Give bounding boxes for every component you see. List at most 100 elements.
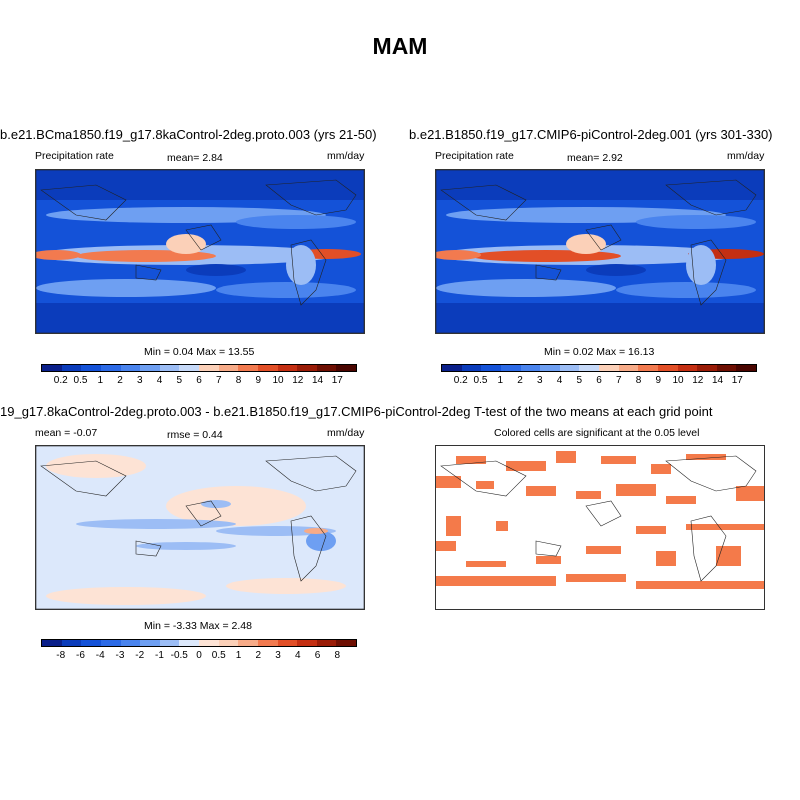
panel-3-colorbar-swatch xyxy=(120,640,141,646)
panel-1-colorbar-swatch xyxy=(159,365,180,371)
panel-2-colorbar-tick-label: 12 xyxy=(692,375,704,386)
panel-1-colorbar-swatch xyxy=(238,365,258,371)
panel-3-colorbar-swatch xyxy=(159,640,180,646)
panel-2-colorbar-tick-label: 10 xyxy=(672,375,684,386)
significant-cell xyxy=(636,526,666,534)
panel-3-colorbar-tick-label: 1 xyxy=(235,650,242,661)
panel-2-colorbar-tick-label: 2 xyxy=(517,375,523,386)
panel-2-map xyxy=(435,169,765,334)
panel-2-colorbar-swatch xyxy=(657,365,678,371)
panel-3-colorbar-swatch xyxy=(140,640,160,646)
significant-cell xyxy=(506,461,546,471)
panel-3-colorbar-swatch xyxy=(257,640,278,646)
panel-2-colorbar-swatch xyxy=(579,365,599,371)
panel-3-colorbar-tick-label: -1 xyxy=(155,650,164,661)
panel-1-colorbar-tick-label: 5 xyxy=(176,375,183,386)
panel-1-colorbar-tick-label: 17 xyxy=(331,375,343,386)
panel-2-colorbar-tick-label: 5 xyxy=(576,375,583,386)
panel-1-colorbar-tick-label: 0.5 xyxy=(73,375,88,386)
significant-cell xyxy=(651,464,671,474)
panel-3-colorbar-tick-label: 4 xyxy=(294,650,301,661)
panel-1-colorbar-swatch xyxy=(81,365,101,371)
significant-cell xyxy=(496,521,508,531)
panel-3-rmse-label: rmse = 0.44 xyxy=(167,429,223,441)
panel-3-colorbar-tick-label: 3 xyxy=(275,650,281,661)
significant-cell xyxy=(436,476,461,488)
panel-2-colorbar-tick-label: 9 xyxy=(655,375,662,386)
panel-2-colorbar-tick-label: 1 xyxy=(497,375,504,386)
panel-3-colorbar xyxy=(41,639,357,647)
panel-3-colorbar-swatch xyxy=(42,640,62,646)
panel-2-colorbar-tick-label: 0.5 xyxy=(473,375,488,386)
significant-cell xyxy=(556,451,576,463)
panel-2-colorbar-tick-label: 14 xyxy=(711,375,724,386)
significant-cell xyxy=(656,551,676,566)
significant-cell xyxy=(616,484,656,496)
significant-cell xyxy=(586,546,621,554)
panel-1-colorbar-tick-label: 10 xyxy=(272,375,284,386)
significant-cell xyxy=(436,541,456,551)
panel-4-subtitle: Colored cells are significant at the 0.0… xyxy=(494,427,700,439)
significant-cell xyxy=(686,454,726,460)
panel-2-title: b.e21.B1850.f19_g17.CMIP6-piControl-2deg… xyxy=(409,127,773,142)
panel-3-colorbar-tick-label: -2 xyxy=(135,650,145,661)
panel-2-stats: Min = 0.02 Max = 16.13 xyxy=(544,346,655,358)
panel-3-stats: Min = -3.33 Max = 2.48 xyxy=(144,620,252,632)
panel-1-colorbar-swatch xyxy=(100,365,121,371)
panel-1-colorbar-tick-label: 9 xyxy=(255,375,262,386)
panel-3-colorbar-tick-label: 6 xyxy=(314,650,321,661)
panel-3-colorbar-swatch xyxy=(179,640,199,646)
significant-cell xyxy=(536,556,561,564)
panel-1-colorbar-tick-label: 14 xyxy=(311,375,324,386)
panel-2-colorbar-tick-label: 17 xyxy=(731,375,743,386)
panel-1-colorbar-tick-label: 4 xyxy=(156,375,163,386)
panel-2-colorbar-swatch xyxy=(677,365,698,371)
significant-cell xyxy=(636,581,764,589)
panel-1-map xyxy=(35,169,365,334)
panel-4-title: T-test of the two means at each grid poi… xyxy=(474,404,713,419)
panel-3-colorbar-swatch xyxy=(100,640,121,646)
panel-3-colorbar-swatch xyxy=(61,640,82,646)
panel-1-variable-label: Precipitation rate xyxy=(35,150,114,162)
panel-1-colorbar-tick-label: 6 xyxy=(196,375,202,386)
panel-2-colorbar-swatch xyxy=(716,365,737,371)
panel-1-colorbar-tick-label: 2 xyxy=(117,375,123,386)
panel-2-colorbar-swatch xyxy=(461,365,482,371)
panel-1-colorbar-swatch xyxy=(179,365,199,371)
panel-2-colorbar-swatch xyxy=(697,365,717,371)
panel-1-colorbar-tick-label: 8 xyxy=(235,375,242,386)
panel-2-colorbar xyxy=(441,364,757,372)
panel-3-title: 19_g17.8kaControl-2deg.proto.003 - b.e21… xyxy=(0,404,470,419)
panel-1-colorbar-swatch xyxy=(199,365,219,371)
panel-3-colorbar-tick-label: -4 xyxy=(95,650,105,661)
panel-3-colorbar-tick-label: 2 xyxy=(255,650,262,661)
panel-3-colorbar-tick-label: 0 xyxy=(196,650,202,661)
panel-3-colorbar-tick-label: -3 xyxy=(115,650,125,661)
panel-2-colorbar-tick-label: 3 xyxy=(536,375,543,386)
panel-3-colorbar-swatch xyxy=(297,640,317,646)
panel-3-colorbar-swatch xyxy=(218,640,239,646)
panel-4-map xyxy=(435,445,765,610)
significant-cell xyxy=(456,456,486,464)
panel-2-colorbar-swatch xyxy=(442,365,462,371)
panel-1-colorbar-swatch xyxy=(336,365,356,371)
panel-2-colorbar-swatch xyxy=(520,365,541,371)
panel-1-colorbar-swatch xyxy=(140,365,160,371)
panel-1-colorbar-swatch xyxy=(297,365,317,371)
panel-1-units-label: mm/day xyxy=(327,150,365,162)
significant-cell xyxy=(476,481,494,489)
panel-2-colorbar-swatch xyxy=(559,365,580,371)
panel-3-colorbar-swatch xyxy=(199,640,219,646)
panel-1-colorbar-swatch xyxy=(61,365,82,371)
significant-cell xyxy=(666,496,696,504)
significant-cell xyxy=(446,516,461,536)
panel-1-colorbar xyxy=(41,364,357,372)
panel-3-colorbar-tick-label: 0.5 xyxy=(211,650,226,661)
panel-3-colorbar-swatch xyxy=(81,640,101,646)
panel-3-mean-label: mean = -0.07 xyxy=(35,427,98,439)
panel-1-colorbar-swatch xyxy=(218,365,239,371)
panel-2-colorbar-swatch xyxy=(618,365,639,371)
panel-2-colorbar-swatch xyxy=(540,365,560,371)
panel-1-colorbar-tick-label: 0.2 xyxy=(53,375,68,386)
significant-cell xyxy=(686,524,764,530)
